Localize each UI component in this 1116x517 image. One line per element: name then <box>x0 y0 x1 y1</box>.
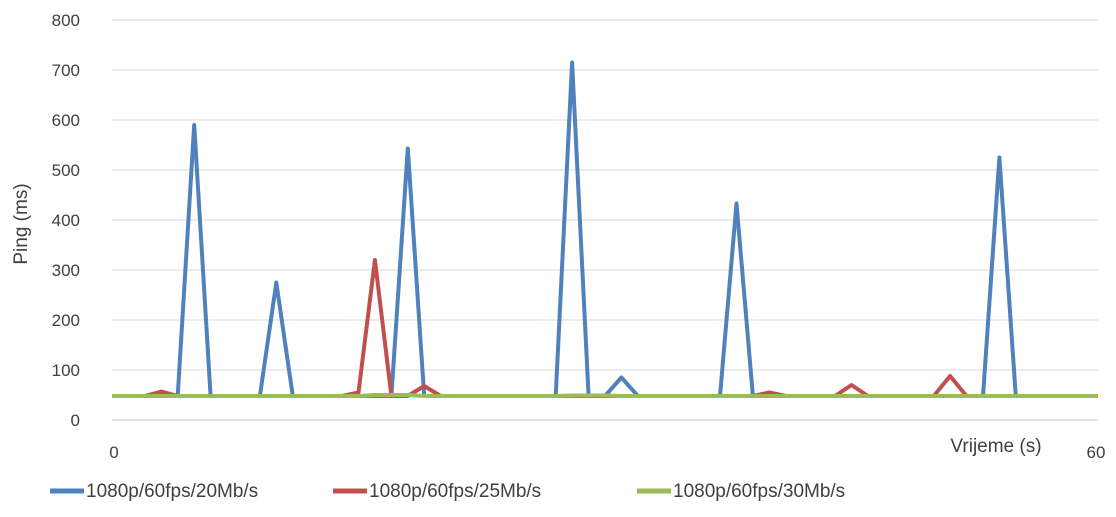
x-tick-label-end: 60 <box>1087 443 1106 462</box>
y-tick-label-800: 800 <box>52 11 80 30</box>
legend-label-1: 1080p/60fps/20Mb/s <box>86 481 258 502</box>
y-tick-label-100: 100 <box>52 361 80 380</box>
y-axis-tick-labels: 0 100 200 300 400 500 600 700 800 <box>52 11 80 430</box>
series-lines <box>112 60 1098 398</box>
series-line-2 <box>112 258 1098 398</box>
series-line-1 <box>112 60 1098 398</box>
x-tick-label-start: 0 <box>109 443 118 462</box>
y-tick-label-500: 500 <box>52 161 80 180</box>
y-tick-label-300: 300 <box>52 261 80 280</box>
y-axis-title: Ping (ms) <box>11 183 32 264</box>
y-tick-label-700: 700 <box>52 61 80 80</box>
y-tick-label-600: 600 <box>52 111 80 130</box>
y-tick-label-200: 200 <box>52 311 80 330</box>
x-axis-title: Vrijeme (s) <box>950 436 1041 457</box>
series-line-3 <box>112 393 1098 398</box>
legend-label-2: 1080p/60fps/25Mb/s <box>369 481 541 502</box>
y-tick-label-0: 0 <box>71 411 80 430</box>
gridlines <box>112 19 1098 371</box>
y-tick-label-400: 400 <box>52 211 80 230</box>
legend: 1080p/60fps/20Mb/s 1080p/60fps/25Mb/s 1080… <box>50 481 845 502</box>
legend-label-3: 1080p/60fps/30Mb/s <box>673 481 845 502</box>
